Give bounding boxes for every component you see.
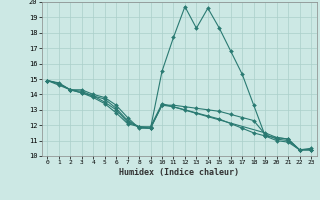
X-axis label: Humidex (Indice chaleur): Humidex (Indice chaleur) [119,168,239,177]
